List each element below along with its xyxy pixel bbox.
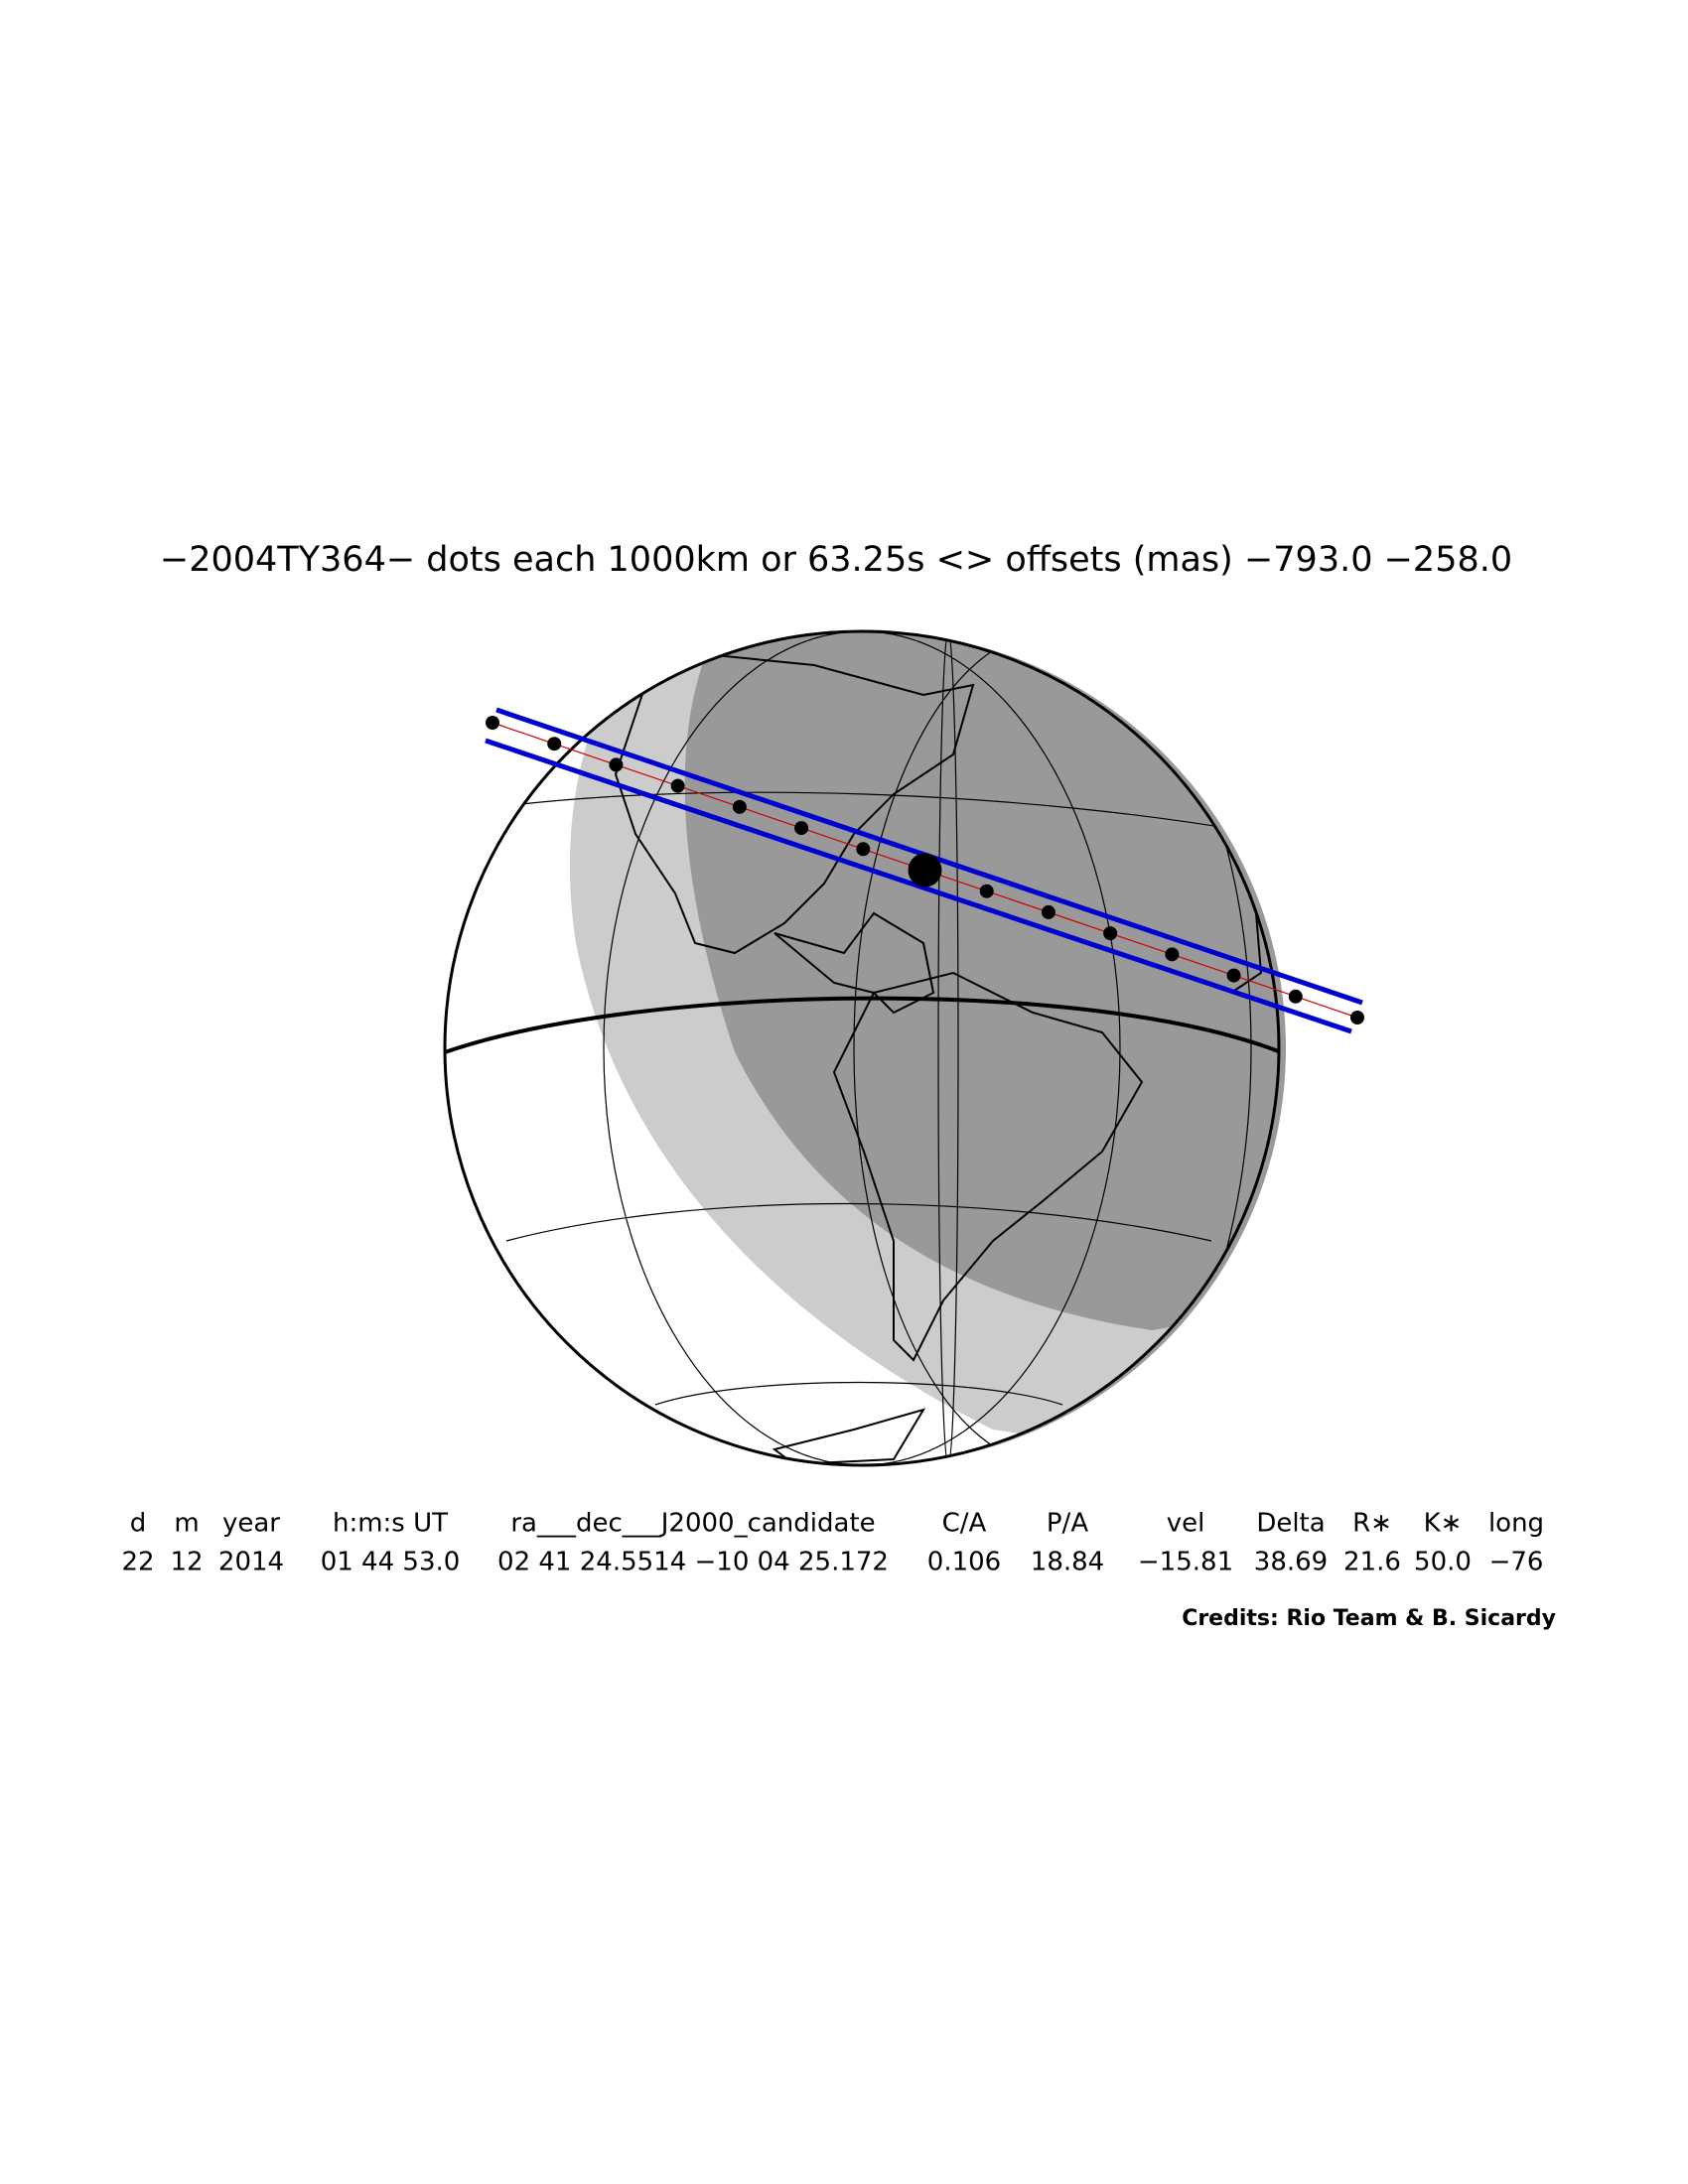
cell: 02 41 24.5514 −10 04 25.172 — [497, 1548, 889, 1577]
path-dot — [1226, 968, 1241, 983]
column-header: C/A — [942, 1509, 987, 1539]
cell: 50.0 — [1414, 1548, 1472, 1577]
column-header: d — [130, 1509, 147, 1539]
cell: 01 44 53.0 — [321, 1548, 461, 1577]
cell: 2014 — [218, 1548, 284, 1577]
column-header: vel — [1167, 1509, 1205, 1539]
path-dot — [1103, 926, 1118, 941]
path-dot — [670, 778, 685, 793]
cell: −15.81 — [1138, 1548, 1233, 1577]
south-limit — [485, 738, 1352, 1034]
column-header: R∗ — [1352, 1509, 1392, 1539]
column-header: P/A — [1047, 1509, 1088, 1539]
column-header: h:m:s UT — [333, 1509, 448, 1539]
column-header: year — [222, 1509, 280, 1539]
equator — [445, 996, 1279, 1054]
cell: 38.69 — [1254, 1548, 1328, 1577]
path-dot — [486, 716, 499, 730]
column-header: long — [1488, 1509, 1544, 1539]
path-dot — [547, 737, 562, 751]
column-header: K∗ — [1424, 1509, 1463, 1539]
path-dot — [856, 842, 871, 857]
path-dot — [1288, 989, 1303, 1004]
credits: Credits: Rio Team & B. Sicardy — [1182, 1606, 1556, 1631]
closest-approach-dot — [908, 853, 942, 887]
column-header: m — [174, 1509, 199, 1539]
path-dots — [486, 716, 1364, 1024]
column-header: Delta — [1256, 1509, 1325, 1539]
cell: 22 — [121, 1548, 154, 1577]
path-dot — [732, 799, 747, 814]
cell: 0.106 — [927, 1548, 1001, 1577]
cell: −76 — [1489, 1548, 1544, 1577]
path-dot — [1350, 1011, 1364, 1024]
event-table: d m year h:m:s UT ra___dec___J2000_candidate… — [121, 1509, 1544, 1577]
cell: 21.6 — [1343, 1548, 1401, 1577]
path-dot — [794, 821, 809, 836]
path-dot — [1041, 904, 1055, 919]
path-dot — [1165, 947, 1180, 962]
cell: 12 — [170, 1548, 203, 1577]
graticule — [446, 631, 1262, 1465]
path-dot — [609, 757, 624, 772]
path-dot — [979, 884, 994, 898]
globe-outline — [443, 629, 1281, 1467]
globe — [443, 629, 1286, 1467]
title: −2004TY364− dots each 1000km or 63.25s <… — [160, 540, 1512, 580]
column-header: ra___dec___J2000_candidate — [510, 1509, 875, 1539]
cell: 18.84 — [1031, 1548, 1104, 1577]
